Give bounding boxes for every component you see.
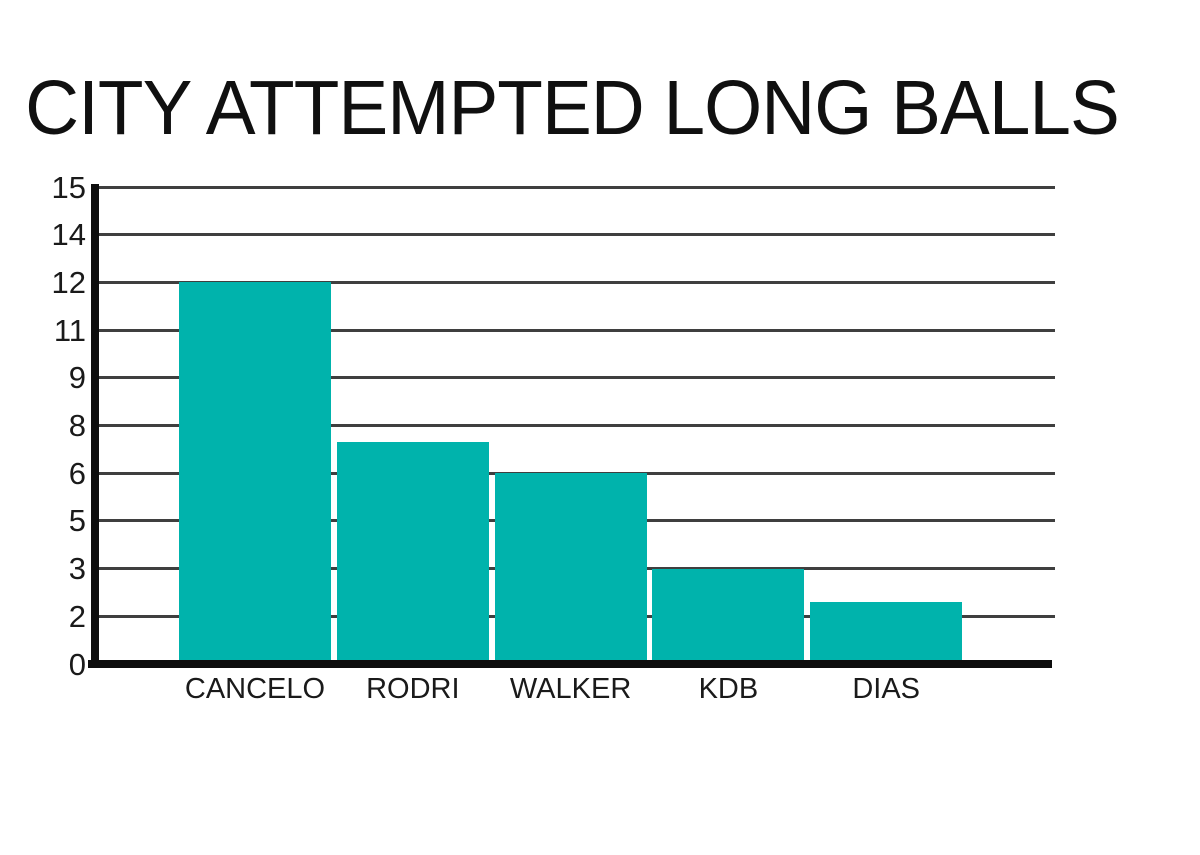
bar-walker (494, 473, 647, 660)
y-tick-label: 0 (68, 646, 86, 682)
bar-rodri (336, 442, 489, 660)
x-axis-line (88, 660, 1052, 668)
y-tick-label: 6 (68, 455, 86, 491)
y-tick-label: 11 (53, 312, 86, 348)
x-category-label: DIAS (852, 673, 921, 705)
bar-kdb (652, 568, 805, 660)
y-tick-label: 5 (68, 503, 86, 539)
gridline (99, 233, 1055, 237)
gridline (99, 185, 1055, 189)
bar-cancelo (179, 282, 331, 660)
y-tick-label: 8 (68, 408, 86, 443)
y-tick-label: 9 (68, 360, 86, 396)
x-category-label: CANCELO (184, 673, 326, 705)
chart-title: CITY ATTEMPTED LONG BALLS (25, 65, 1120, 151)
gridline (99, 376, 1055, 380)
y-tick-label: 2 (68, 598, 86, 634)
x-category-label: KDB (698, 673, 759, 705)
y-tick-label: 14 (51, 217, 86, 253)
gridline (99, 328, 1055, 332)
y-tick-label: 3 (68, 551, 86, 587)
y-tick-label: 12 (51, 264, 86, 300)
y-axis-line (91, 184, 99, 668)
y-tick-label: 15 (51, 169, 86, 205)
x-category-label: RODRI (366, 673, 460, 705)
gridline (99, 424, 1055, 427)
x-category-label: WALKER (509, 673, 632, 705)
gridline (99, 280, 1055, 284)
bar-dias (810, 601, 963, 660)
